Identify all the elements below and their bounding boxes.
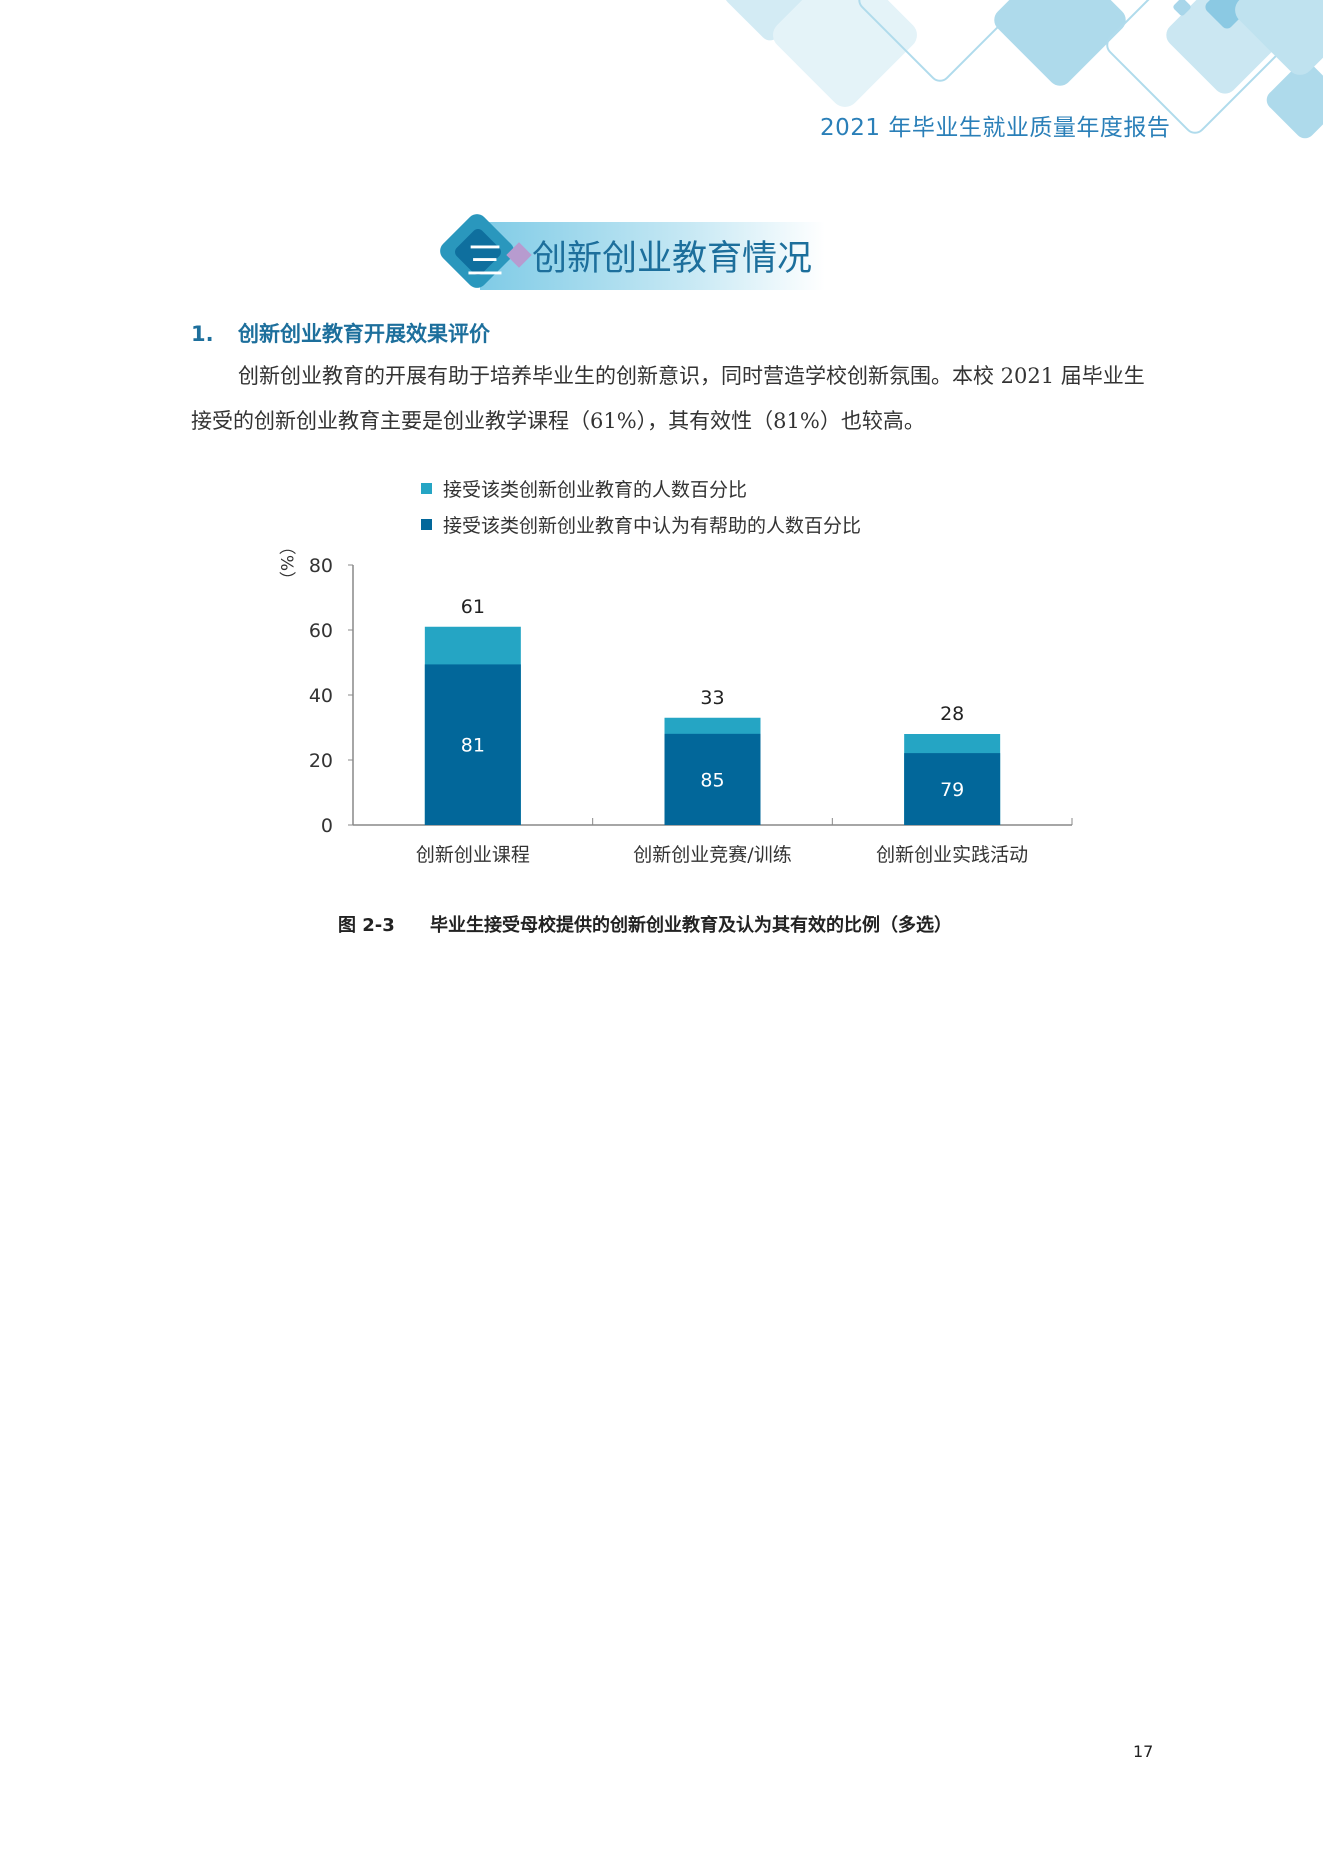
bar-helpful (664, 733, 761, 825)
section-banner: 三 创新创业教育情况 (435, 209, 825, 296)
subsection-number: 1. (191, 322, 214, 346)
legend-label: 接受该类创新创业教育的人数百分比 (443, 478, 748, 501)
y-tick-label: 0 (321, 815, 333, 837)
bar-chart: 0 20 40 60 80 （%） 61 81 创新创业课程 33 85 创新创业竞赛/训练 28 79 创… (276, 538, 1073, 866)
legend-item-received: 接受该类创新创业教育的人数百分比 (421, 470, 861, 506)
y-axis-label: （%） (276, 538, 296, 588)
chart-legend: 接受该类创新创业教育的人数百分比 接受该类创新创业教育中认为有帮助的人数百分比 (421, 470, 861, 542)
x-category-label: 创新创业实践活动 (876, 844, 1028, 866)
y-tick-label: 80 (309, 555, 333, 577)
figure-caption-text: 毕业生接受母校提供的创新创业教育及认为其有效的比例（多选） (430, 915, 952, 936)
figure-caption: 图 2-3 毕业生接受母校提供的创新创业教育及认为其有效的比例（多选） (338, 911, 952, 937)
section-title: 创新创业教育情况 (532, 239, 813, 279)
legend-label: 接受该类创新创业教育中认为有帮助的人数百分比 (443, 514, 862, 537)
header-title: 2021 年毕业生就业质量年度报告 (820, 115, 1171, 141)
legend-swatch-dark (421, 518, 432, 530)
y-tick-label: 20 (309, 750, 333, 772)
data-label-helpful: 81 (461, 735, 485, 757)
data-label-helpful: 85 (700, 769, 724, 791)
legend-swatch-light (421, 482, 432, 494)
data-label-received: 33 (700, 687, 724, 709)
x-category-label: 创新创业课程 (416, 844, 530, 866)
legend-item-helpful: 接受该类创新创业教育中认为有帮助的人数百分比 (421, 506, 861, 542)
subsection-title: 创新创业教育开展效果评价 (238, 322, 490, 346)
data-label-received: 28 (940, 703, 964, 725)
data-label-helpful: 79 (940, 779, 964, 801)
banner-background (480, 222, 825, 290)
page-number: 17 (1133, 1742, 1154, 1761)
section-number: 三 (466, 239, 505, 283)
bar-helpful (904, 753, 1001, 825)
y-tick-label: 40 (309, 685, 333, 707)
figure-number: 图 2-3 (338, 915, 395, 936)
header-decoration (724, 0, 1323, 139)
subsection-heading: 1. 创新创业教育开展效果评价 (191, 318, 490, 348)
body-paragraph: 创新创业教育的开展有助于培养毕业生的创新意识，同时营造学校创新氛围。本校 202… (191, 364, 1145, 433)
bar-helpful (424, 664, 521, 825)
data-label-received: 61 (461, 596, 485, 618)
y-tick-label: 60 (309, 620, 333, 642)
x-category-label: 创新创业竞赛/训练 (633, 844, 791, 866)
